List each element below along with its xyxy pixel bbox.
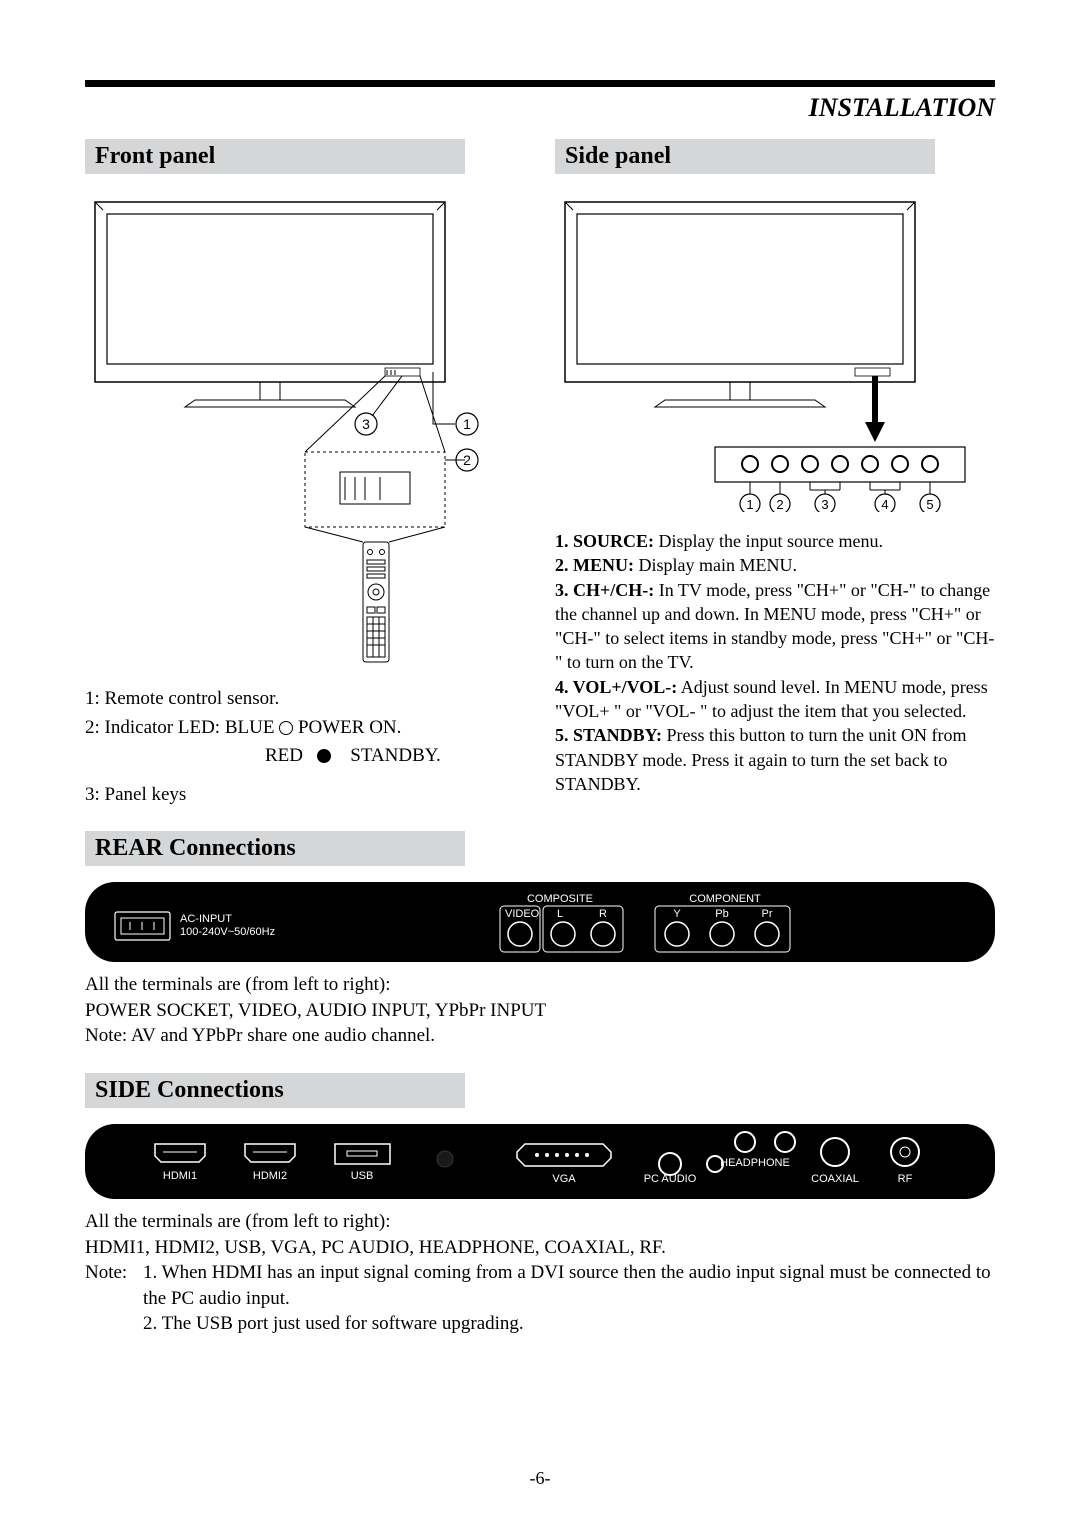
sp-4-label: 4. VOL+/VOL-: [555,677,677,697]
front-panel-items: 1: Remote control sensor. 2: Indicator L… [85,685,525,809]
sideconn-body-1: All the terminals are (from left to righ… [85,1209,995,1235]
coax-label: COAXIAL [811,1173,859,1185]
hdmi2-label: HDMI2 [253,1170,287,1182]
side-conn-diagram: HDMI1 HDMI2 USB VGA PC AUDIO HEADPHONE C… [85,1124,995,1199]
rear-panel-diagram: AC-INPUT 100-240V~50/60Hz COMPOSITE VIDE… [85,882,995,962]
side-panel-desc: 1. SOURCE: Display the input source menu… [555,529,995,796]
fp-item-2-suffix: POWER ON. [298,717,401,738]
rf-label: RF [898,1173,913,1185]
fp-item-2-prefix: 2: Indicator LED: BLUE [85,717,274,738]
svg-text:3: 3 [821,497,828,512]
video-label: VIDEO [505,908,540,920]
svg-text:1: 1 [746,497,753,512]
pr-label: Pr [762,908,773,920]
sideconn-note-label: Note: [85,1260,143,1337]
sp-2-label: 2. MENU: [555,555,634,575]
component-label: COMPONENT [689,893,761,905]
header-rule [85,80,995,87]
front-panel-heading: Front panel [85,139,465,174]
sideconn-note-2: 2. The USB port just used for software u… [143,1311,995,1337]
composite-label: COMPOSITE [527,893,593,905]
sp-5-label: 5. STANDBY: [555,725,662,745]
red-led-icon [317,749,331,763]
sideconn-heading: SIDE Connections [85,1073,465,1108]
fp-item-3: 3: Panel keys [85,781,525,810]
sp-3-label: 3. CH+/CH-: [555,580,654,600]
usb-label: USB [351,1170,374,1182]
svg-text:2: 2 [776,497,783,512]
blue-led-icon [279,721,293,735]
sideconn-note-1: 1. When HDMI has an input signal coming … [143,1260,995,1311]
l-label: L [557,908,563,920]
panels-row: Front panel 1 [85,139,995,809]
rear-body: All the terminals are (from left to righ… [85,972,995,1049]
svg-text:4: 4 [881,497,888,512]
pcaudio-label: PC AUDIO [644,1173,697,1185]
sp-2-text: Display main MENU. [634,555,797,575]
y-label: Y [673,908,681,920]
svg-text:2: 2 [463,452,471,468]
front-panel-col: Front panel 1 [85,139,525,809]
rear-heading: REAR Connections [85,831,465,866]
fp-item-2: 2: Indicator LED: BLUE POWER ON. [85,714,525,743]
side-panel-heading: Side panel [555,139,935,174]
sideconn-body-2: HDMI1, HDMI2, USB, VGA, PC AUDIO, HEADPH… [85,1235,995,1261]
ac-input-label-1: AC-INPUT [180,913,232,925]
fp-item-1: 1: Remote control sensor. [85,685,525,714]
pb-label: Pb [715,908,728,920]
r-label: R [599,908,607,920]
page-number: -6- [0,1468,1080,1489]
svg-text:1: 1 [463,416,471,432]
svg-text:3: 3 [362,416,370,432]
headphone-label: HEADPHONE [720,1157,790,1169]
vga-label: VGA [552,1173,576,1185]
sp-1-text: Display the input source menu. [654,531,883,551]
page-header-title: INSTALLATION [85,93,995,123]
fp-item-2b-suffix: STANDBY. [350,745,441,766]
sideconn-body: All the terminals are (from left to righ… [85,1209,995,1337]
side-panel-diagram: 1 2 3 4 5 [555,192,995,517]
sp-1-label: 1. SOURCE: [555,531,654,551]
fp-item-2b-prefix: RED [265,745,303,766]
ac-input-label-2: 100-240V~50/60Hz [180,926,275,938]
hdmi1-label: HDMI1 [163,1170,197,1182]
rear-body-2: POWER SOCKET, VIDEO, AUDIO INPUT, YPbPr … [85,998,995,1024]
fp-item-2b: RED STANDBY. [85,742,525,771]
side-panel-col: Side panel [555,139,995,809]
front-panel-diagram: 1 3 2 [85,192,525,677]
rear-body-3: Note: AV and YPbPr share one audio chann… [85,1023,995,1049]
svg-text:5: 5 [926,497,933,512]
rear-body-1: All the terminals are (from left to righ… [85,972,995,998]
